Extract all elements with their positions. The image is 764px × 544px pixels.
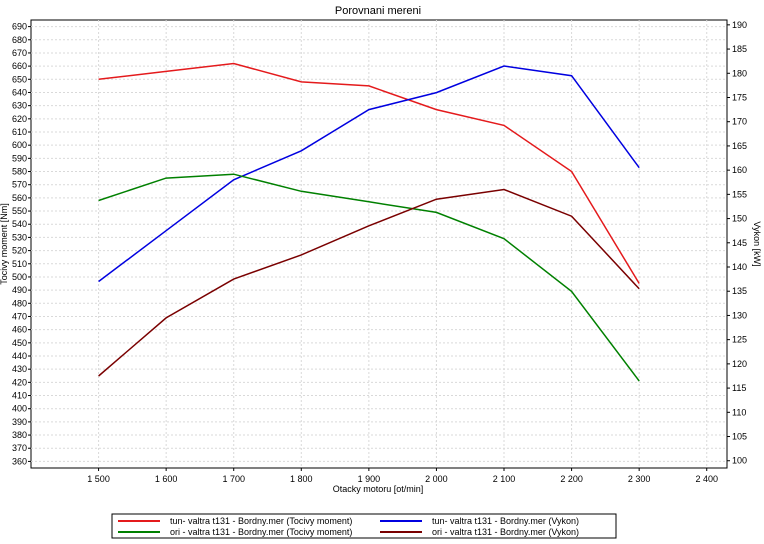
left-tick-label: 380 [12, 430, 27, 440]
right-tick-label: 140 [732, 262, 747, 272]
series-line-1 [98, 65, 640, 283]
x-axis-label: Otacky motoru [ot/min] [333, 484, 424, 494]
left-tick-label: 490 [12, 285, 27, 295]
x-tick-label: 2 300 [628, 474, 651, 484]
left-tick-label: 510 [12, 259, 27, 269]
right-tick-label: 100 [732, 456, 747, 466]
right-tick-label: 145 [732, 238, 747, 248]
legend-box [111, 513, 617, 539]
left-tick-label: 610 [12, 127, 27, 137]
left-tick-label: 670 [12, 48, 27, 58]
left-tick-label: 450 [12, 338, 27, 348]
left-tick-label: 690 [12, 22, 27, 32]
right-tick-label: 190 [732, 20, 747, 30]
series-line-2 [98, 173, 640, 382]
left-tick-label: 370 [12, 443, 27, 453]
legend-label-1: tun- valtra t131 - Bordny.mer (Vykon) [432, 516, 579, 526]
series-line-0 [98, 62, 640, 284]
left-tick-label: 480 [12, 298, 27, 308]
right-tick-label: 110 [732, 407, 746, 417]
left-tick-label: 570 [12, 180, 27, 190]
right-tick-label: 170 [732, 117, 747, 127]
left-tick-label: 400 [12, 404, 27, 414]
x-tick-label: 1 700 [222, 474, 245, 484]
right-tick-label: 155 [732, 189, 747, 199]
legend: tun- valtra t131 - Bordny.mer (Tocivy mo… [118, 516, 579, 537]
left-tick-label: 530 [12, 232, 27, 242]
legend-label-0: tun- valtra t131 - Bordny.mer (Tocivy mo… [170, 516, 352, 526]
x-tick-label: 1 800 [290, 474, 313, 484]
left-tick-label: 520 [12, 246, 27, 256]
left-tick-label: 560 [12, 193, 27, 203]
right-tick-label: 130 [732, 310, 747, 320]
left-tick-label: 420 [12, 377, 27, 387]
x-tick-label: 1 500 [87, 474, 110, 484]
left-tick-label: 630 [12, 101, 27, 111]
right-tick-label: 120 [732, 359, 747, 369]
left-tick-label: 470 [12, 311, 27, 321]
left-tick-label: 430 [12, 364, 27, 374]
left-tick-label: 460 [12, 325, 27, 335]
left-tick-label: 640 [12, 87, 27, 97]
legend-label-3: ori - valtra t131 - Bordny.mer (Vykon) [432, 527, 579, 537]
left-tick-label: 580 [12, 167, 27, 177]
left-tick-label: 650 [12, 74, 27, 84]
right-tick-label: 180 [732, 68, 747, 78]
series-layer [98, 62, 640, 382]
right-y-axis: 100 105 110 115 120 125 130 135 140 145 150 155 160 1… [727, 20, 747, 466]
left-tick-label: 410 [12, 391, 27, 401]
left-y-axis: 360 370 380 390 400 410 420 430 440 450 460 470 480 4… [12, 22, 31, 466]
legend-label-2: ori - valtra t131 - Bordny.mer (Tocivy m… [170, 527, 352, 537]
left-tick-label: 620 [12, 114, 27, 124]
left-tick-label: 600 [12, 140, 27, 150]
x-tick-label: 1 900 [358, 474, 381, 484]
right-tick-label: 160 [732, 165, 747, 175]
right-tick-label: 125 [732, 335, 747, 345]
left-tick-label: 540 [12, 219, 27, 229]
chart-title: Porovnani mereni [335, 5, 421, 17]
right-tick-label: 175 [732, 92, 747, 102]
x-tick-label: 1 600 [155, 474, 178, 484]
left-tick-label: 500 [12, 272, 27, 282]
series-line-3 [98, 188, 640, 377]
left-tick-label: 680 [12, 35, 27, 45]
right-tick-label: 105 [732, 432, 747, 442]
x-axis: 1 500 1 600 1 700 1 800 1 900 2 000 2 100 2 200… [87, 468, 718, 484]
grid [31, 20, 727, 468]
right-tick-label: 135 [732, 286, 747, 296]
right-tick-label: 150 [732, 214, 747, 224]
right-tick-label: 185 [732, 44, 747, 54]
right-tick-label: 115 [732, 383, 746, 393]
left-tick-label: 440 [12, 351, 27, 361]
left-tick-label: 660 [12, 61, 27, 71]
left-tick-label: 550 [12, 206, 27, 216]
x-tick-label: 2 200 [560, 474, 583, 484]
y-axis-left-label: Tocivy moment [Nm] [0, 203, 9, 285]
x-tick-label: 2 100 [493, 474, 516, 484]
x-tick-label: 2 000 [425, 474, 448, 484]
left-tick-label: 360 [12, 456, 27, 466]
x-tick-label: 2 400 [695, 474, 718, 484]
right-tick-label: 165 [732, 141, 747, 151]
plot-area [30, 19, 728, 469]
left-tick-label: 390 [12, 417, 27, 427]
y-axis-right-label: Vykon [kW] [752, 221, 762, 266]
left-tick-label: 590 [12, 153, 27, 163]
